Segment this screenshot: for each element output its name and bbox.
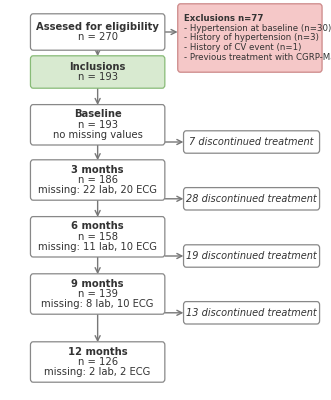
FancyBboxPatch shape — [30, 217, 165, 257]
Text: 6 months: 6 months — [71, 222, 124, 231]
FancyBboxPatch shape — [30, 105, 165, 145]
Text: n = 139: n = 139 — [78, 289, 118, 299]
Text: - Previous treatment with CGRP-Mab (n=43): - Previous treatment with CGRP-Mab (n=43… — [184, 53, 331, 62]
Text: n = 158: n = 158 — [78, 232, 118, 242]
Text: 12 months: 12 months — [68, 346, 127, 357]
Text: Baseline: Baseline — [74, 110, 121, 120]
Text: n = 270: n = 270 — [78, 32, 118, 42]
Text: Assesed for eligibility: Assesed for eligibility — [36, 22, 159, 32]
FancyBboxPatch shape — [30, 56, 165, 88]
Text: 13 discontinued treatment: 13 discontinued treatment — [186, 308, 317, 318]
FancyBboxPatch shape — [30, 14, 165, 50]
Text: Inclusions: Inclusions — [70, 62, 126, 72]
FancyBboxPatch shape — [183, 302, 320, 324]
Text: 19 discontinued treatment: 19 discontinued treatment — [186, 251, 317, 261]
FancyBboxPatch shape — [178, 4, 322, 72]
Text: 3 months: 3 months — [71, 164, 124, 174]
Text: missing: 2 lab, 2 ECG: missing: 2 lab, 2 ECG — [44, 367, 151, 378]
FancyBboxPatch shape — [183, 188, 320, 210]
Text: no missing values: no missing values — [53, 130, 143, 140]
Text: n = 186: n = 186 — [78, 175, 118, 185]
Text: 7 discontinued treatment: 7 discontinued treatment — [189, 137, 314, 147]
FancyBboxPatch shape — [30, 274, 165, 314]
FancyBboxPatch shape — [183, 131, 320, 153]
Text: - History of hypertension (n=3): - History of hypertension (n=3) — [184, 34, 319, 42]
Text: n = 193: n = 193 — [78, 120, 118, 130]
Text: - History of CV event (n=1): - History of CV event (n=1) — [184, 43, 302, 52]
Text: n = 126: n = 126 — [77, 357, 118, 367]
Text: missing: 11 lab, 10 ECG: missing: 11 lab, 10 ECG — [38, 242, 157, 252]
Text: n = 193: n = 193 — [78, 72, 118, 82]
Text: 28 discontinued treatment: 28 discontinued treatment — [186, 194, 317, 204]
Text: - Hypertension at baseline (n=30): - Hypertension at baseline (n=30) — [184, 24, 331, 33]
FancyBboxPatch shape — [30, 160, 165, 200]
Text: Exclusions n=77: Exclusions n=77 — [184, 14, 264, 23]
FancyBboxPatch shape — [183, 245, 320, 267]
Text: missing: 8 lab, 10 ECG: missing: 8 lab, 10 ECG — [41, 299, 154, 310]
FancyBboxPatch shape — [30, 342, 165, 382]
Text: 9 months: 9 months — [71, 278, 124, 288]
Text: missing: 22 lab, 20 ECG: missing: 22 lab, 20 ECG — [38, 185, 157, 195]
